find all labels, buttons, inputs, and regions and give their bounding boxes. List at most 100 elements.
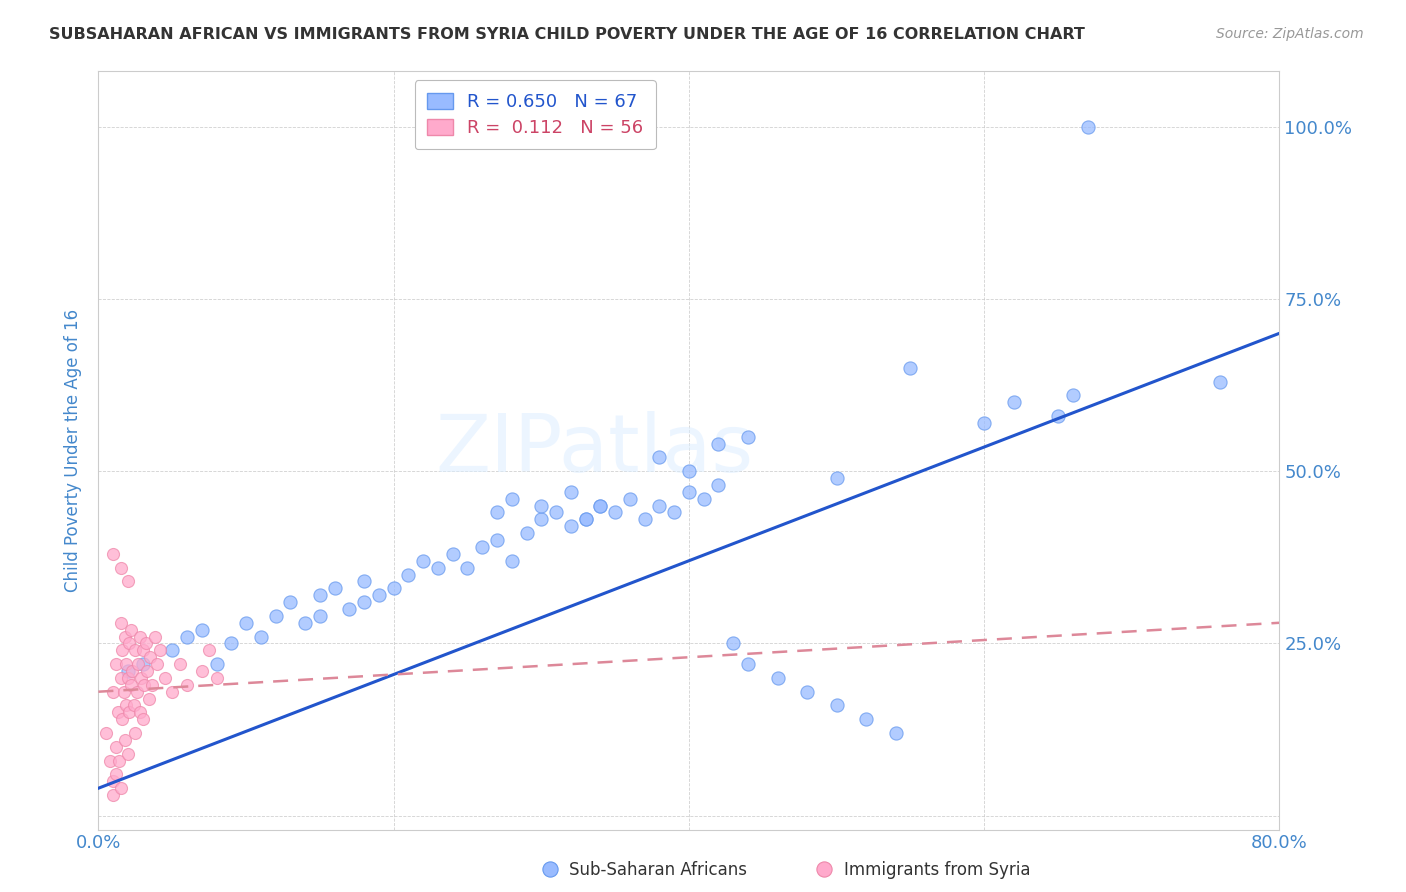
Point [103,547,125,561]
Point [108,754,131,768]
Point [825,698,848,713]
Point [723,636,745,650]
Point [162,643,183,657]
Point [129,671,152,685]
Point [471,540,494,554]
Text: SUBSAHARAN AFRICAN VS IMMIGRANTS FROM SYRIA CHILD POVERTY UNDER THE AGE OF 16 CO: SUBSAHARAN AFRICAN VS IMMIGRANTS FROM SY… [49,27,1085,42]
Point [117,747,139,761]
Point [221,636,243,650]
Point [973,416,995,430]
Point [205,671,228,685]
Point [900,360,922,375]
Point [546,506,568,520]
Point [323,582,346,596]
Point [530,499,553,513]
Point [309,608,332,623]
Point [120,623,142,637]
Point [693,491,716,506]
Point [117,671,139,685]
Point [127,657,149,672]
Point [619,491,641,506]
Point [132,712,155,726]
Point [766,671,789,685]
Y-axis label: Child Poverty Under the Age of 16: Child Poverty Under the Age of 16 [65,309,83,592]
Point [575,512,598,526]
Point [737,430,759,444]
Point [176,630,198,644]
Point [134,678,156,692]
Point [813,862,835,876]
Point [398,567,420,582]
Point [169,657,191,672]
Point [382,582,405,596]
Point [678,464,700,478]
Point [737,657,759,672]
Point [135,636,157,650]
Point [124,726,146,740]
Point [589,499,612,513]
Point [309,588,332,602]
Point [114,733,136,747]
Point [146,657,169,672]
Point [191,664,214,678]
Point [191,623,214,637]
Point [560,484,582,499]
Point [530,512,553,526]
Point [250,630,273,644]
Point [486,533,509,547]
Point [118,706,141,720]
Point [501,491,523,506]
Point [457,560,479,574]
Point [353,595,375,609]
Point [103,684,125,698]
Point [114,630,136,644]
Text: Source: ZipAtlas.com: Source: ZipAtlas.com [1216,27,1364,41]
Point [634,512,657,526]
Point [1209,375,1232,389]
Point [132,657,155,672]
Point [105,657,128,672]
Point [105,739,128,754]
Point [111,643,134,657]
Text: Sub-Saharan Africans: Sub-Saharan Africans [569,861,748,879]
Point [235,615,257,630]
Point [707,478,730,492]
Point [516,526,538,541]
Point [589,499,612,513]
Point [280,595,302,609]
Point [141,678,163,692]
Legend: R = 0.650   N = 67, R =  0.112   N = 56: R = 0.650 N = 67, R = 0.112 N = 56 [415,80,657,150]
Point [176,678,198,692]
Point [110,615,132,630]
Point [111,712,134,726]
Point [128,706,150,720]
Point [107,706,129,720]
Point [1062,388,1084,402]
Point [98,754,121,768]
Point [678,484,700,499]
Point [412,554,434,568]
Point [110,671,132,685]
Point [427,560,450,574]
Point [128,630,150,644]
Point [125,684,148,698]
Point [205,657,228,672]
Point [353,574,375,589]
Point [136,664,159,678]
Point [138,691,160,706]
Point [139,650,162,665]
Point [110,781,132,796]
Point [538,862,561,876]
Point [149,643,172,657]
Point [796,684,818,698]
Point [122,698,145,713]
Point [441,547,464,561]
Point [115,657,138,672]
Point [1046,409,1070,423]
Point [339,602,361,616]
Point [294,615,316,630]
Point [115,698,138,713]
Point [560,519,582,533]
Point [117,664,139,678]
Point [105,767,128,781]
